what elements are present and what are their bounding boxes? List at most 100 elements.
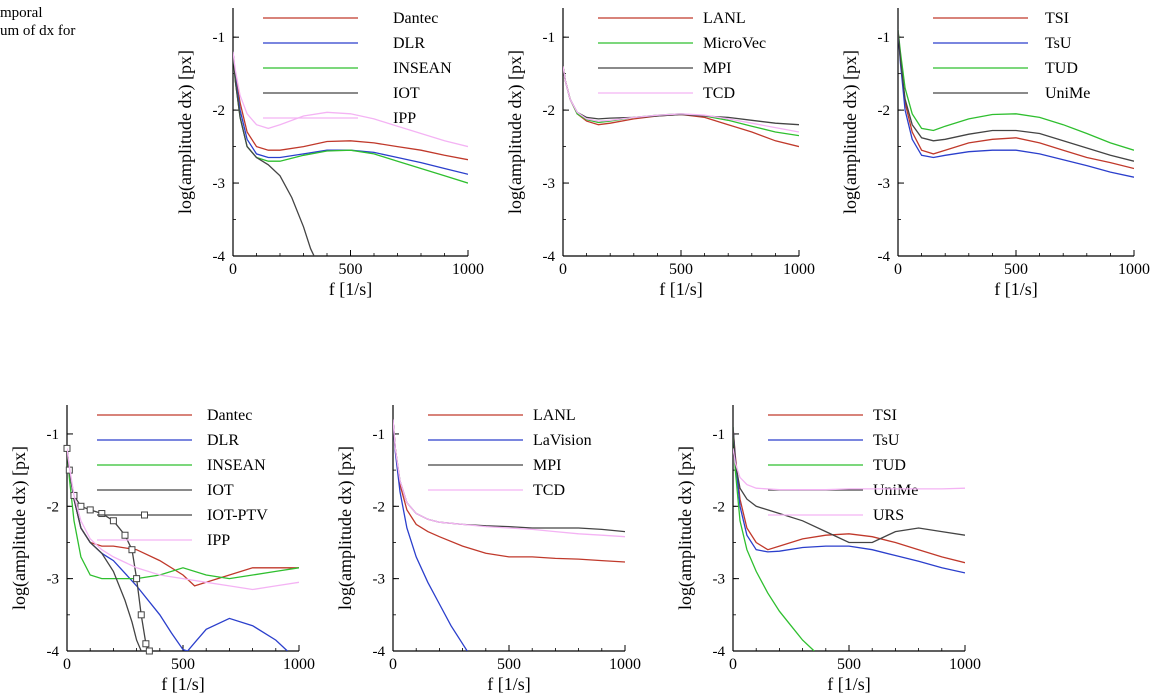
- legend-label: Dantec: [393, 10, 438, 27]
- x-axis-label: f [1/s]: [487, 674, 531, 694]
- series-marker: [98, 510, 106, 518]
- series-line-dlr: [67, 448, 288, 651]
- series-marker: [77, 502, 85, 510]
- legend-label: TUD: [873, 457, 906, 474]
- x-axis-label: f [1/s]: [329, 279, 373, 299]
- y-tick-label: -2: [213, 103, 226, 119]
- series-line-dlr: [233, 51, 468, 175]
- caption-line-2: um of dx for: [0, 23, 76, 39]
- x-tick-label: 1000: [949, 656, 981, 673]
- series-marker: [133, 575, 141, 583]
- y-axis-label: log(amplitude dx) [px]: [9, 446, 30, 610]
- chart-panel-3: -1 -2 -3 -40 500 1000 f [1/s] log(amplitude dx)…: [840, 8, 1150, 299]
- legend-label: TsU: [873, 432, 900, 449]
- legend-label: TCD: [703, 85, 735, 102]
- figure-caption-fragment: mporal um of dx for: [0, 4, 150, 40]
- series-line-tsu: [898, 29, 1134, 178]
- y-tick-label: -1: [878, 30, 891, 46]
- x-tick-label: 500: [497, 656, 521, 673]
- legend-label: IPP: [393, 110, 416, 127]
- series-marker: [145, 647, 153, 655]
- series-line-tud: [733, 426, 815, 651]
- y-tick-label: -3: [543, 176, 556, 192]
- x-tick-label: 1000: [783, 261, 815, 278]
- legend-label: LANL: [703, 10, 746, 27]
- y-tick-label: -1: [213, 30, 226, 46]
- x-tick-label: 500: [339, 261, 363, 278]
- legend-label: INSEAN: [393, 60, 452, 77]
- series-line-ipp: [233, 51, 468, 148]
- series-line-lanl: [563, 66, 799, 148]
- x-tick-label: 500: [171, 656, 195, 673]
- y-tick-label: -4: [543, 249, 556, 265]
- x-tick-label: 0: [729, 656, 737, 673]
- y-axis-label: log(amplitude dx) [px]: [175, 50, 196, 214]
- series-line-lavision: [393, 419, 468, 651]
- series-line-tsi: [733, 426, 965, 564]
- x-tick-label: 0: [389, 656, 397, 673]
- series-marker: [128, 546, 136, 554]
- x-tick-label: 0: [229, 261, 237, 278]
- chart-panel-6: -1 -2 -3 -40 500 1000 f [1/s] log(amplitude dx)…: [675, 405, 981, 694]
- legend-label: TSI: [873, 407, 897, 424]
- x-axis-label: f [1/s]: [659, 279, 703, 299]
- y-axis-label: log(amplitude dx) [px]: [675, 446, 696, 610]
- series-line-iot: [233, 51, 315, 256]
- x-tick-label: 1000: [1118, 261, 1150, 278]
- legend-label: LaVision: [533, 432, 592, 449]
- legend-label: MPI: [533, 457, 561, 474]
- y-tick-label: -1: [543, 30, 556, 46]
- legend-label: DLR: [207, 432, 239, 449]
- chart-panel-1: -1 -2 -3 -40 500 1000 f [1/s] log(amplitude dx)…: [175, 8, 484, 299]
- y-tick-label: -4: [373, 644, 386, 660]
- legend-label: LANL: [533, 407, 576, 424]
- caption-line-1: mporal: [0, 5, 43, 21]
- y-tick-label: -2: [543, 103, 556, 119]
- legend-label: MPI: [703, 60, 731, 77]
- y-tick-label: -3: [713, 572, 726, 588]
- chart-panel-4: -1 -2 -3 -40 500 1000 f [1/s] log(amplitude dx)…: [9, 405, 315, 694]
- y-tick-label: -1: [47, 427, 60, 443]
- x-axis-label: f [1/s]: [161, 674, 205, 694]
- x-tick-label: 500: [1004, 261, 1028, 278]
- series-line-lanl: [393, 419, 625, 563]
- y-tick-label: -3: [373, 572, 386, 588]
- y-tick-label: -3: [213, 176, 226, 192]
- legend-label: UniMe: [1045, 85, 1090, 102]
- legend-label: TSI: [1045, 10, 1069, 27]
- series-line-unime: [733, 426, 965, 544]
- y-axis-label: log(amplitude dx) [px]: [840, 50, 861, 214]
- series-marker: [142, 640, 150, 648]
- series-marker: [109, 517, 117, 525]
- legend-label: INSEAN: [207, 457, 266, 474]
- series-marker: [86, 506, 94, 514]
- y-tick-label: -4: [47, 644, 60, 660]
- legend-label: IOT: [207, 482, 234, 499]
- y-tick-label: -2: [47, 499, 60, 515]
- legend-label: TCD: [533, 482, 565, 499]
- legend-label: MicroVec: [703, 35, 766, 52]
- x-axis-label: f [1/s]: [827, 674, 871, 694]
- x-axis-label: f [1/s]: [994, 279, 1038, 299]
- series-marker: [137, 611, 145, 619]
- legend-label: DLR: [393, 35, 425, 52]
- y-tick-label: -1: [373, 427, 386, 443]
- x-tick-label: 1000: [452, 261, 484, 278]
- x-tick-label: 0: [559, 261, 567, 278]
- y-tick-label: -4: [713, 644, 726, 660]
- legend-label: TsU: [1045, 35, 1072, 52]
- series-line-dantec: [233, 51, 468, 161]
- series-line-ipp: [67, 448, 299, 591]
- y-tick-label: -2: [878, 103, 891, 119]
- legend-label: TUD: [1045, 60, 1078, 77]
- legend-label: IOT-PTV: [207, 507, 268, 524]
- series-line-unime: [898, 29, 1134, 162]
- y-tick-label: -4: [213, 249, 226, 265]
- y-axis-label: log(amplitude dx) [px]: [335, 446, 356, 610]
- series-line-tsi: [898, 29, 1134, 170]
- y-tick-label: -2: [713, 499, 726, 515]
- x-tick-label: 500: [669, 261, 693, 278]
- series-line-tcd: [563, 66, 799, 133]
- series-line-tsu: [733, 426, 965, 574]
